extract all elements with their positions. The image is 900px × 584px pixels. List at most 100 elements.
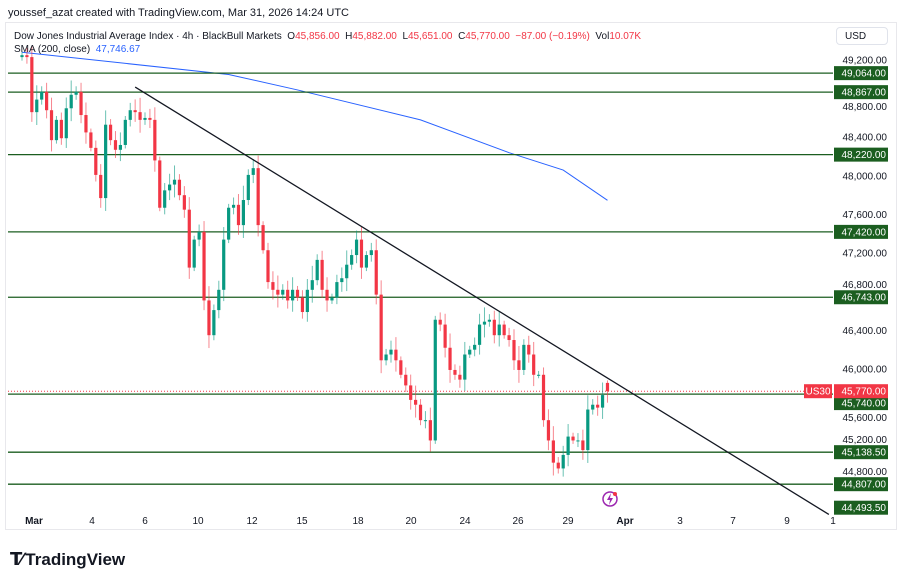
x-tick-label: 12 xyxy=(246,516,258,527)
candle-body xyxy=(172,179,177,185)
candle-body xyxy=(468,349,472,355)
candle-body xyxy=(414,399,418,405)
candle-body xyxy=(330,297,334,301)
level-price-label-bg xyxy=(834,224,888,239)
y-tick-label: 46,400.00 xyxy=(843,326,888,337)
level-price-label-bg xyxy=(834,85,888,100)
lightning-icon xyxy=(602,491,618,507)
candle-body xyxy=(251,168,255,175)
high-value: 45,882.00 xyxy=(352,31,397,42)
candle-body xyxy=(123,119,127,145)
candle-body xyxy=(64,108,68,139)
candle-body xyxy=(45,91,49,111)
candle-body xyxy=(217,289,221,311)
candle-body xyxy=(315,259,319,281)
sma-label: SMA (200, close) xyxy=(14,44,91,55)
candle-body xyxy=(49,110,54,141)
candle-body xyxy=(409,385,413,400)
tradingview-logo[interactable]: 𝗧∕ TradingView xyxy=(10,549,125,570)
candle-body xyxy=(118,144,122,150)
candle-body xyxy=(374,250,378,295)
y-tick-label: 44,800.00 xyxy=(843,467,888,478)
candle-body xyxy=(394,349,398,361)
candle-body xyxy=(182,195,186,210)
candle-body xyxy=(177,179,182,196)
candle-body xyxy=(561,454,565,469)
candle-body xyxy=(566,436,570,455)
high-label: H xyxy=(345,31,353,42)
candle-body xyxy=(300,297,305,313)
candle-body xyxy=(35,99,39,113)
candle-body xyxy=(541,374,546,421)
candle-body xyxy=(197,231,201,240)
candle-body xyxy=(335,282,339,298)
candle-body xyxy=(556,462,560,469)
candle-body xyxy=(492,319,496,336)
candle-body xyxy=(276,289,280,295)
candle-body xyxy=(89,132,93,148)
level-price-label: 48,867.00 xyxy=(842,88,887,99)
candle-body xyxy=(163,190,167,208)
level-price-label: 49,064.00 xyxy=(842,69,887,80)
x-tick-label: Apr xyxy=(616,516,633,527)
candle-body xyxy=(418,404,423,421)
level-price-label-bg xyxy=(834,290,888,305)
candle-body xyxy=(477,324,482,345)
candle-body xyxy=(364,255,368,268)
level-price-label: 47,420.00 xyxy=(842,227,887,238)
level-price-label: 44,807.00 xyxy=(842,480,887,491)
candle-body xyxy=(345,264,349,279)
low-label: L xyxy=(402,31,408,42)
candle-body xyxy=(399,360,403,375)
close-label: C xyxy=(458,31,466,42)
candle-body xyxy=(591,404,595,410)
x-tick-label: Mar xyxy=(25,516,43,527)
candle-body xyxy=(453,369,457,375)
candle-body xyxy=(291,289,295,301)
level-price-label-bg xyxy=(834,477,888,492)
notification-dot-icon xyxy=(613,492,617,496)
candle-body xyxy=(222,239,226,290)
trendline xyxy=(134,86,830,516)
candle-body xyxy=(286,289,290,301)
sma-legend[interactable]: SMA (200, close) 47,746.67 xyxy=(14,44,140,55)
candle-body xyxy=(143,117,147,120)
candle-body xyxy=(384,354,388,361)
candle-body xyxy=(551,440,555,463)
candle-body xyxy=(512,340,516,361)
symbol-tag: US30 xyxy=(805,387,830,398)
low-value: 45,651.00 xyxy=(408,31,453,42)
candle-body xyxy=(74,91,78,95)
x-tick-label: 9 xyxy=(784,516,790,527)
candle-body xyxy=(241,200,245,226)
x-tick-label: 10 xyxy=(192,516,204,527)
symbol-tag-bg xyxy=(804,384,832,399)
candle-body xyxy=(482,321,487,325)
level-price-label: 45,740.00 xyxy=(842,399,887,410)
candle-body xyxy=(517,360,521,370)
candle-body xyxy=(463,354,467,380)
candle-body xyxy=(354,239,359,256)
candle-body xyxy=(94,147,98,175)
candle-body xyxy=(108,124,113,141)
candle-body xyxy=(168,184,172,191)
candle-body xyxy=(59,119,63,139)
candle-body xyxy=(25,55,29,58)
symbol-title[interactable]: Dow Jones Industrial Average Index · 4h … xyxy=(14,31,282,42)
x-tick-label: 6 xyxy=(142,516,148,527)
x-tick-label: 18 xyxy=(352,516,364,527)
x-tick-label: 4 xyxy=(89,516,95,527)
candle-body xyxy=(133,110,137,113)
trendline-price-label-bg xyxy=(834,500,888,515)
candle-body xyxy=(369,250,373,256)
candle-body xyxy=(325,289,329,301)
open-value: 45,856.00 xyxy=(295,31,340,42)
candle-body xyxy=(537,374,541,376)
candle-body xyxy=(295,289,300,298)
candle-body xyxy=(532,354,536,375)
currency-button[interactable]: USD xyxy=(836,27,888,45)
candle-body xyxy=(231,204,236,208)
candle-body xyxy=(473,344,477,350)
candle-body xyxy=(246,174,250,201)
